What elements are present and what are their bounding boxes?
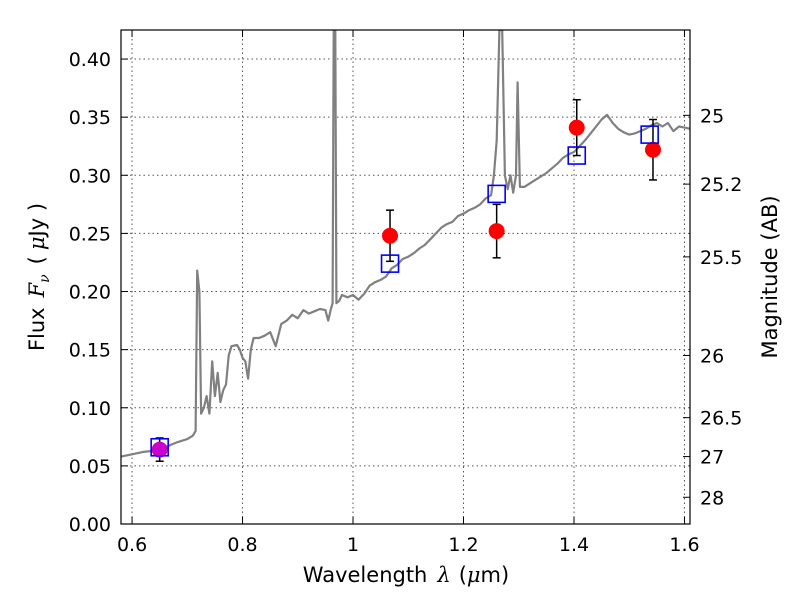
model-point xyxy=(487,184,506,204)
y2-axis-ticks: 25 25.2 25.5 26 26.5 27 28 xyxy=(683,105,742,509)
y2-tick-label: 28 xyxy=(700,487,724,509)
observed-point xyxy=(568,119,585,136)
spectrum-series xyxy=(121,30,690,458)
model-point xyxy=(640,125,659,144)
y2-axis-label: Magnitude (AB) xyxy=(758,195,782,358)
x-tick-label: 1.2 xyxy=(448,534,478,556)
x-axis-ticks: 0.6 0.8 1 1.2 1.4 1.6 xyxy=(117,30,700,556)
x-axis-label: Wavelength λ (μm) xyxy=(303,563,509,587)
y-tick-label: 0.25 xyxy=(69,223,111,245)
y-tick-label: 0.00 xyxy=(69,514,111,536)
x-tick-label: 0.6 xyxy=(117,534,147,556)
y-tick-label: 0.05 xyxy=(69,456,111,478)
model-point xyxy=(380,254,400,273)
x-tick-label: 1.4 xyxy=(559,534,589,556)
y2-tick-label: 25 xyxy=(700,105,724,127)
observed-point xyxy=(151,441,168,458)
observed-point xyxy=(644,141,661,158)
plot-frame xyxy=(120,29,691,525)
y-tick-label: 0.30 xyxy=(69,165,111,187)
observed-points xyxy=(151,119,661,458)
y2-tick-label: 26.5 xyxy=(700,408,742,430)
y2-tick-label: 27 xyxy=(700,447,724,469)
y2-tick-label: 26 xyxy=(700,345,724,367)
y-tick-label: 0.10 xyxy=(69,398,111,420)
model-point xyxy=(150,437,169,457)
errorbars xyxy=(155,98,657,462)
model-points xyxy=(150,125,659,457)
y2-tick-label: 25.2 xyxy=(700,174,742,196)
observed-point xyxy=(382,227,399,244)
y-tick-label: 0.40 xyxy=(69,49,111,71)
observed-point xyxy=(488,223,505,240)
y-tick-label: 0.20 xyxy=(69,282,111,304)
x-tick-label: 0.8 xyxy=(227,534,257,556)
x-tick-label: 1 xyxy=(347,534,359,556)
spectrum-line xyxy=(121,30,690,458)
y2-tick-label: 25.5 xyxy=(700,247,742,269)
y-axis-label: FluxFν(μJy ) xyxy=(25,203,53,351)
y-tick-label: 0.35 xyxy=(69,107,111,129)
model-point xyxy=(567,146,587,165)
x-tick-label: 1.6 xyxy=(669,534,699,556)
y-axis-ticks: 0.00 0.05 0.10 0.15 0.20 0.25 0.30 0.35 0.40 xyxy=(69,49,128,536)
grid xyxy=(121,30,690,525)
y-tick-label: 0.15 xyxy=(69,340,111,362)
